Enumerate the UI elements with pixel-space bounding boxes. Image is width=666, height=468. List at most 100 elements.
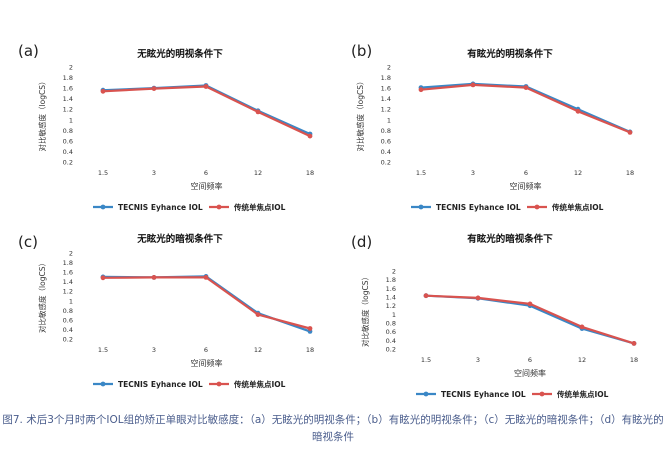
y-tick-label: 0.4: [63, 326, 73, 334]
y-tick-label: 0.2: [381, 159, 391, 167]
y-tick-label: 0.2: [386, 346, 396, 354]
y-tick-label: 1: [392, 311, 396, 319]
panel-label: (c): [18, 233, 38, 251]
legend-marker: [539, 391, 545, 397]
y-tick-label: 1: [69, 297, 73, 305]
data-point-traditional: [203, 275, 209, 280]
legend-marker: [418, 204, 424, 210]
legend-marker: [216, 204, 222, 210]
x-tick-label: 3: [152, 346, 156, 354]
y-tick-label: 1.2: [63, 288, 73, 296]
x-tick-label: 18: [306, 346, 314, 354]
legend-marker: [100, 204, 106, 210]
x-tick-label: 1.5: [421, 356, 431, 364]
y-tick-label: 0.8: [386, 320, 396, 328]
y-tick-label: 0.4: [63, 148, 73, 156]
legend-marker: [100, 381, 106, 387]
legend-label: TECNIS Eyhance IOL: [436, 203, 521, 212]
panel-label: (b): [351, 42, 372, 60]
x-tick-label: 6: [204, 169, 208, 177]
y-tick-label: 2: [69, 250, 73, 258]
series-line-traditional: [420, 83, 631, 134]
chart-title: 无眩光的暗视条件下: [136, 233, 223, 245]
legend-label: TECNIS Eyhance IOL: [441, 390, 526, 399]
legend-label: 传统单焦点IOL: [556, 389, 609, 399]
series-line-traditional: [102, 276, 311, 330]
figure-caption: 图7. 术后3个月时两个IOL组的矫正单眼对比敏感度：（a）无眩光的明视条件；（…: [2, 414, 664, 443]
y-tick-label: 1.8: [63, 74, 73, 82]
y-tick-label: 1.6: [381, 85, 391, 93]
series-line-traditional: [102, 85, 311, 138]
legend-label: 传统单焦点IOL: [233, 379, 286, 389]
y-tick-label: 1.6: [63, 269, 73, 277]
y-tick-label: 2: [387, 64, 391, 72]
data-point-traditional: [100, 88, 106, 94]
y-tick-label: 0.2: [63, 336, 73, 344]
y-axis-label: 对比敏感度（logCS）: [355, 78, 365, 152]
x-axis-label: 空间频率: [514, 368, 546, 378]
y-tick-label: 1.2: [381, 106, 391, 114]
y-tick-label: 0.8: [63, 307, 73, 315]
y-tick-label: 0.6: [381, 137, 391, 145]
panel-label: (d): [351, 233, 372, 251]
chart-title: 有眩光的明视条件下: [467, 48, 553, 60]
series-line-tecnis: [420, 82, 631, 133]
chart-panel-c: (c) 无眩光的暗视条件下 0.2 0.4 0.60.8 11.2 1.41.6 1.82 对比…: [18, 233, 314, 389]
legend-label: 传统单焦点IOL: [233, 202, 286, 212]
y-tick-label: 1.4: [63, 95, 73, 103]
x-tick-label: 18: [630, 356, 638, 364]
y-tick-label: 2: [69, 64, 73, 72]
data-point-traditional: [255, 109, 261, 115]
x-axis-label: 空间频率: [191, 358, 223, 368]
data-point-traditional: [151, 275, 157, 280]
x-tick-label: 3: [152, 169, 156, 177]
y-tick-label: 0.4: [386, 337, 396, 345]
y-tick-label: 2: [392, 268, 396, 276]
data-point-traditional: [203, 84, 209, 89]
x-tick-label: 12: [574, 169, 582, 177]
data-point-traditional: [627, 130, 633, 135]
x-axis-label: 空间频率: [510, 181, 542, 191]
y-tick-label: 0.6: [386, 328, 396, 336]
x-tick-label: 12: [254, 346, 262, 354]
x-tick-label: 12: [254, 169, 262, 177]
x-tick-label: 12: [578, 356, 586, 364]
y-tick-label: 1.6: [386, 285, 396, 293]
legend-label: 传统单焦点IOL: [551, 202, 604, 212]
x-tick-label: 6: [204, 346, 208, 354]
y-tick-label: 1.2: [63, 106, 73, 114]
series-line-tecnis: [102, 84, 311, 136]
y-axis-label: 对比敏感度（logCS）: [360, 273, 370, 347]
x-tick-label: 3: [471, 169, 475, 177]
x-tick-label: 6: [524, 169, 528, 177]
chart-panel-b: (b) 有眩光的明视条件下 0.2 0.4 0.6 0.8 1 1.2 1.4 1.6 1.8 2 对比…: [351, 42, 634, 212]
y-tick-label: 1.6: [63, 85, 73, 93]
y-tick-label: 1: [69, 116, 73, 124]
chart-panel-d: (d) 有眩光的暗视条件下 0.20.40.60.811.21.41.61.82 对比…: [351, 233, 638, 399]
y-tick-label: 1.4: [386, 294, 396, 302]
y-tick-label: 0.2: [63, 159, 73, 167]
data-point-traditional: [575, 108, 581, 114]
y-tick-label: 0.8: [63, 127, 73, 135]
chart-title: 有眩光的暗视条件下: [467, 233, 553, 245]
y-tick-label: 1.4: [63, 278, 73, 286]
x-tick-label: 18: [626, 169, 634, 177]
x-axis-label: 空间频率: [191, 181, 223, 191]
x-tick-label: 6: [528, 356, 532, 364]
legend-label: TECNIS Eyhance IOL: [118, 380, 203, 389]
data-point-traditional: [470, 82, 476, 88]
data-point-traditional: [151, 86, 157, 91]
data-point-traditional: [579, 324, 585, 330]
y-tick-label: 0.6: [63, 316, 73, 324]
y-axis-label: 对比敏感度（logCS）: [37, 259, 47, 333]
y-tick-label: 0.6: [63, 137, 73, 145]
y-tick-label: 1.8: [381, 74, 391, 82]
y-tick-label: 1.4: [381, 95, 391, 103]
y-tick-label: 0.4: [381, 148, 391, 156]
legend-marker: [216, 381, 222, 387]
x-tick-label: 1.5: [98, 169, 108, 177]
y-tick-label: 1.8: [63, 259, 73, 267]
x-tick-label: 1.5: [416, 169, 426, 177]
x-tick-label: 3: [476, 356, 480, 364]
legend-marker: [423, 391, 429, 397]
